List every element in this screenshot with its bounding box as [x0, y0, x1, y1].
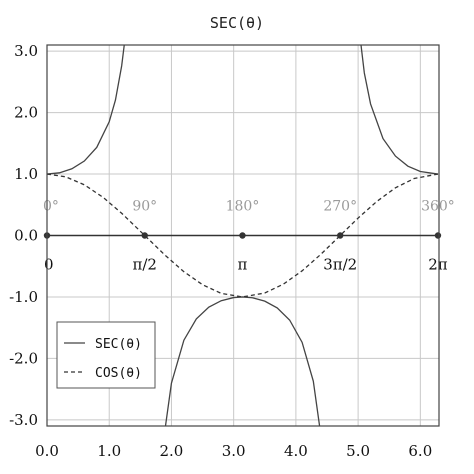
plot-frame: [46, 44, 440, 427]
axis-point-dot: [434, 232, 442, 239]
sec-series-line: [47, 45, 125, 175]
radian-label: 3π/2: [323, 256, 357, 274]
x-tick-label: 0.0: [35, 442, 59, 460]
y-tick-label: -3.0: [9, 411, 38, 429]
x-tick-label: 2.0: [160, 442, 184, 460]
x-tick-label: 5.0: [346, 442, 370, 460]
x-tick-label: 6.0: [408, 442, 432, 460]
sec-series-line: [360, 45, 439, 175]
x-tick-label: 1.0: [97, 442, 121, 460]
y-tick-label: 3.0: [14, 42, 38, 60]
chart-title: SEC(θ): [210, 14, 264, 32]
radian-label: π/2: [133, 256, 157, 274]
axis-point-dot: [337, 232, 344, 239]
degree-label: 0°: [43, 199, 59, 215]
degree-label: 360°: [421, 199, 455, 215]
y-tick-label: 0.0: [14, 227, 38, 245]
legend: SEC(θ) COS(θ): [56, 321, 156, 389]
axis-point-dot: [239, 232, 246, 239]
y-tick-label: 1.0: [14, 165, 38, 183]
sec-series-line: [164, 296, 321, 426]
y-tick-label: -2.0: [9, 349, 38, 367]
axis-point-dot: [141, 232, 148, 239]
legend-box: [56, 321, 156, 389]
zero-reference-axis: 0° 0 90° π/2 180° π 270° 3π/2 360° 2π: [43, 199, 455, 274]
legend-label-sec: SEC(θ): [95, 337, 142, 352]
series-group: [47, 45, 439, 426]
x-tick-label: 3.0: [222, 442, 246, 460]
degree-label: 180°: [226, 199, 260, 215]
y-tick-label: 2.0: [14, 104, 38, 122]
x-tick-labels: 0.0 1.0 2.0 3.0 4.0 5.0 6.0: [35, 442, 432, 460]
x-tick-label: 4.0: [284, 442, 308, 460]
radian-label: π: [238, 256, 248, 274]
degree-label: 270°: [323, 199, 357, 215]
legend-label-cos: COS(θ): [95, 366, 142, 381]
radian-label: 0: [44, 256, 54, 274]
degree-label: 90°: [132, 199, 157, 215]
y-tick-label: -1.0: [9, 288, 38, 306]
plot-area: [47, 45, 439, 426]
y-tick-labels: 3.0 2.0 1.0 0.0 -1.0 -2.0 -3.0: [9, 42, 38, 429]
radian-label: 2π: [428, 256, 448, 274]
